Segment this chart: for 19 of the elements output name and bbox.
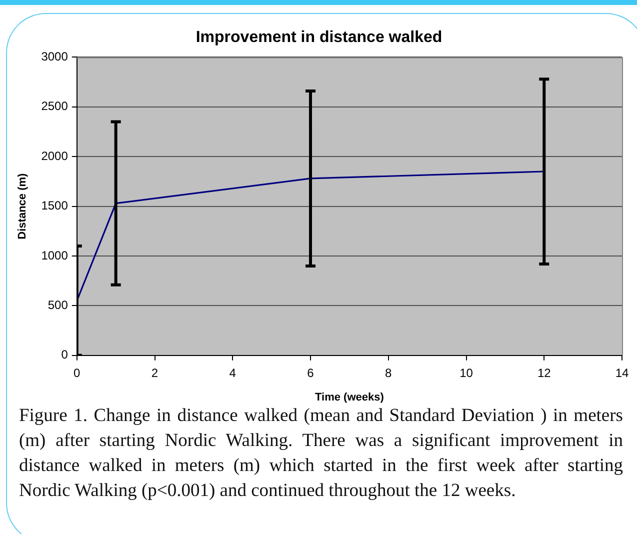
- x-tick-label: 0: [74, 366, 81, 380]
- chart-title: Improvement in distance walked: [196, 29, 442, 46]
- y-tick-label: 3000: [41, 50, 68, 64]
- y-tick-label: 500: [48, 298, 68, 312]
- x-tick-label: 2: [151, 366, 158, 380]
- x-tick-label: 8: [385, 366, 392, 380]
- x-tick-label: 10: [460, 366, 474, 380]
- y-axis-title: Distance (m): [16, 172, 29, 240]
- y-tick-label: 1000: [41, 248, 68, 262]
- x-tick-label: 12: [537, 366, 552, 380]
- y-tick-label: 2000: [41, 148, 68, 163]
- x-tick-label: 14: [615, 366, 629, 380]
- y-tick-label: 0: [61, 348, 68, 362]
- x-tick-label: 6: [307, 366, 314, 380]
- caption: Figure 1. Change in distance walked (mean and Standard Deviation ) in meters (m) after starting Nordic Walking. There was a significant improvement in distance walked in meters (m) which started in the first week after starting Nordic Walking (p<0.001) and continued throughout the 12 weeks.: [19, 405, 623, 503]
- x-axis-title: Time (weeks): [315, 391, 384, 404]
- x-tick-label: 4: [229, 366, 236, 380]
- y-tick-label: 1500: [41, 198, 68, 213]
- y-tick-label: 2500: [41, 99, 68, 114]
